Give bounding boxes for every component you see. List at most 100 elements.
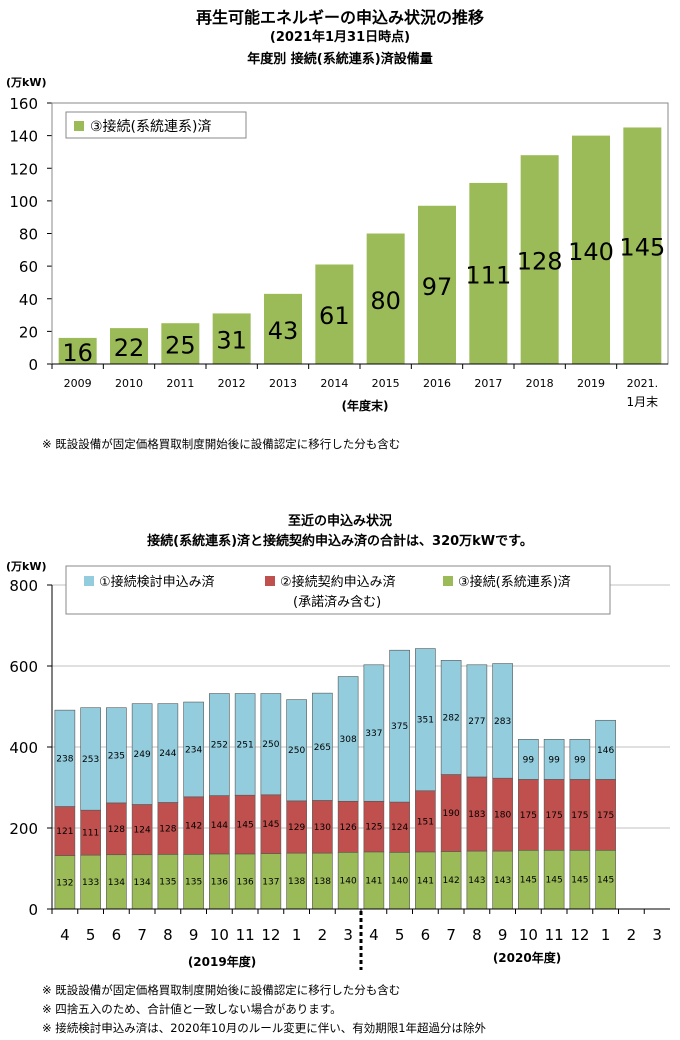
bar-value-label: 145 <box>597 876 614 886</box>
bar-value-label: 145 <box>619 234 665 262</box>
bar-value-label: 43 <box>268 317 299 345</box>
legend-swatch <box>265 576 275 586</box>
x-tick-label: 10 <box>210 926 229 944</box>
y-tick-label: 140 <box>9 128 38 146</box>
bar-value-label: 142 <box>443 876 460 886</box>
bar-value-label: 140 <box>340 877 357 887</box>
bar-value-label: 142 <box>185 822 202 832</box>
bar-value-label: 145 <box>262 820 279 830</box>
legend-label: ①接続検討申込み済 <box>99 574 215 590</box>
legend-swatch <box>84 576 94 586</box>
bar <box>161 323 200 364</box>
x-tick-label: 2018 <box>526 377 554 390</box>
x-tick-label: 4 <box>60 926 70 944</box>
x-tick-label: 12 <box>570 926 589 944</box>
bar-value-label: 99 <box>574 755 586 765</box>
bar-segment <box>80 707 101 811</box>
bar-value-label: 121 <box>56 827 73 837</box>
bar <box>469 182 508 364</box>
bar-value-label: 135 <box>159 878 176 888</box>
bar <box>366 233 405 364</box>
bar <box>572 135 610 364</box>
bar-segment <box>492 663 513 779</box>
legend: ③接続(系統連系)済 <box>65 111 247 139</box>
x-tick-label: 2013 <box>269 377 297 390</box>
bar-segment <box>518 739 539 780</box>
x-tick-label: 2017 <box>474 377 502 390</box>
bar-value-label: 277 <box>468 717 485 727</box>
bar-value-label: 180 <box>494 811 511 821</box>
bar-value-label: 130 <box>314 823 331 833</box>
bar-value-label: 111 <box>82 829 99 839</box>
x-tick-label: 1 <box>292 926 302 944</box>
annual-connected-chart: 0 20 40 60 80 100 120 140 160 (万kW) 16 2009 22 2010 25… <box>6 76 669 413</box>
x-tick-label: 2021. <box>627 377 659 390</box>
x-tick-label: 2014 <box>320 377 348 390</box>
bar-value-label: 144 <box>211 821 228 831</box>
x-tick-label-line2: 1月末 <box>627 395 659 409</box>
bar-segment <box>389 649 410 803</box>
bar-value-label: 175 <box>546 811 563 821</box>
bar-value-label: 134 <box>108 878 125 888</box>
bar-value-label: 282 <box>443 713 460 723</box>
legend-swatch <box>443 576 453 586</box>
bar-segment <box>260 693 282 796</box>
bar <box>58 337 97 364</box>
x-tick-label: 4 <box>369 926 379 944</box>
y-tick-label: 800 <box>9 577 38 595</box>
bar-value-label: 175 <box>597 811 614 821</box>
y-tick-label: 600 <box>9 658 38 676</box>
note-bottom-1: ※ 既設設備が固定価格買取制度開始後に設備認定に移行した分も含む <box>42 983 401 997</box>
bar-value-label: 351 <box>417 716 434 726</box>
x-tick-label: 2 <box>627 926 637 944</box>
x-tick-label: 12 <box>261 926 280 944</box>
note-bottom-3: ※ 接続検討申込み済は、2020年10月のルール変更に伴い、有効期限1年超過分は… <box>42 1021 487 1035</box>
legend-label-line2: (承諾済み含む) <box>293 594 381 610</box>
x-tick-label: 2015 <box>372 377 400 390</box>
bar-value-label: 140 <box>568 238 614 266</box>
x-tick-label: 2019 <box>577 377 605 390</box>
bar-value-label: 175 <box>571 811 588 821</box>
bar-segment <box>569 739 591 780</box>
x-tick-label: 5 <box>86 926 96 944</box>
bar-segment <box>286 699 307 802</box>
x-tick-label: 2011 <box>166 377 194 390</box>
x-tick-label: 2016 <box>423 377 451 390</box>
x-tick-label: 10 <box>519 926 538 944</box>
as-of-date: (2021年1月31日時点) <box>269 30 411 45</box>
y-tick-label: 400 <box>9 739 38 757</box>
y-unit-label: (万kW) <box>6 76 47 89</box>
bar <box>520 155 559 364</box>
y-tick-label: 160 <box>9 95 38 113</box>
bar-value-label: 134 <box>134 878 151 888</box>
fiscal-year-label: (2020年度) <box>493 950 561 965</box>
bar-segment <box>363 664 385 802</box>
page-title: 再生可能エネルギーの申込み状況の推移 <box>195 8 484 27</box>
bar-segment <box>54 709 76 807</box>
y-tick-label: 40 <box>19 291 38 309</box>
bar-value-label: 124 <box>391 823 408 833</box>
y-tick-label: 120 <box>9 160 38 178</box>
chart1-title: 年度別 接続(系統連系)済設備量 <box>247 52 433 67</box>
x-tick-label: 2 <box>318 926 328 944</box>
bar <box>212 313 251 364</box>
bar-value-label: 252 <box>211 741 228 751</box>
x-tick-label: 11 <box>545 926 564 944</box>
bar-value-label: 145 <box>237 821 254 831</box>
bar-segment <box>131 703 153 805</box>
legend-label: ②接続契約申込み済 <box>280 574 396 590</box>
legend-label: ③接続(系統連系)済 <box>458 574 571 590</box>
bar-value-label: 265 <box>314 743 331 753</box>
legend-label: ③接続(系統連系)済 <box>90 118 211 135</box>
bar-segment <box>595 719 616 780</box>
bar-value-label: 25 <box>165 332 196 360</box>
bar <box>418 205 456 364</box>
bar-value-label: 61 <box>319 302 350 330</box>
y-tick-label: 20 <box>19 323 38 341</box>
bar-value-label: 111 <box>465 261 511 289</box>
x-tick-label: 2009 <box>64 377 92 390</box>
x-tick-label: 3 <box>652 926 662 944</box>
bar-value-label: 128 <box>108 825 125 835</box>
bar-segment <box>466 664 488 778</box>
legend-swatch <box>74 121 84 131</box>
